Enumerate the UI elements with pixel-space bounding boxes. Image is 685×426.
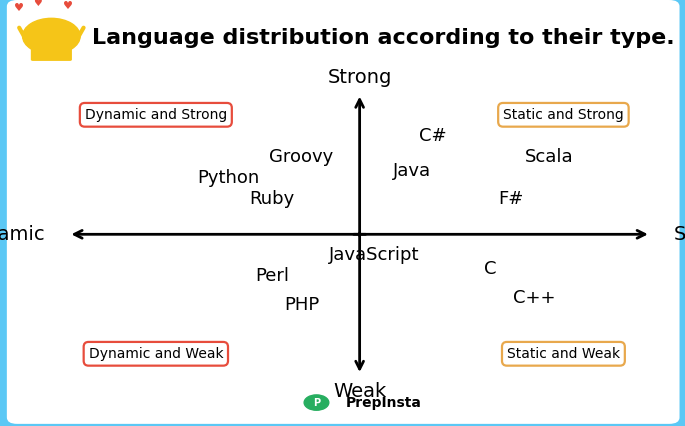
Text: Groovy: Groovy <box>269 148 334 166</box>
Circle shape <box>23 18 80 54</box>
Text: JavaScript: JavaScript <box>329 246 419 265</box>
Text: Static and Weak: Static and Weak <box>507 347 620 361</box>
FancyBboxPatch shape <box>7 0 680 424</box>
Text: Dynamic and Weak: Dynamic and Weak <box>88 347 223 361</box>
Text: Static: Static <box>674 225 685 244</box>
Text: Dynamic and Strong: Dynamic and Strong <box>85 108 227 122</box>
Text: Python: Python <box>197 169 260 187</box>
Text: Ruby: Ruby <box>249 190 295 208</box>
Text: Strong: Strong <box>327 68 392 86</box>
Text: F#: F# <box>498 190 524 208</box>
Text: C#: C# <box>419 127 446 145</box>
Circle shape <box>304 395 329 410</box>
Text: ♥: ♥ <box>34 0 42 9</box>
Text: Language distribution according to their type.: Language distribution according to their… <box>92 28 675 48</box>
FancyBboxPatch shape <box>31 46 72 61</box>
Text: P: P <box>313 397 320 408</box>
Text: Perl: Perl <box>256 268 289 285</box>
Text: Java: Java <box>393 162 431 180</box>
Text: C: C <box>484 260 497 279</box>
Text: Static and Strong: Static and Strong <box>503 108 624 122</box>
Text: Dynamic: Dynamic <box>0 225 45 244</box>
Text: Weak: Weak <box>333 382 386 401</box>
Text: C++: C++ <box>513 288 556 307</box>
Text: ♥: ♥ <box>14 3 24 13</box>
Text: Scala: Scala <box>525 148 573 166</box>
Text: PrepInsta: PrepInsta <box>346 396 422 409</box>
Text: ♥: ♥ <box>64 0 73 11</box>
Text: PHP: PHP <box>284 296 319 314</box>
